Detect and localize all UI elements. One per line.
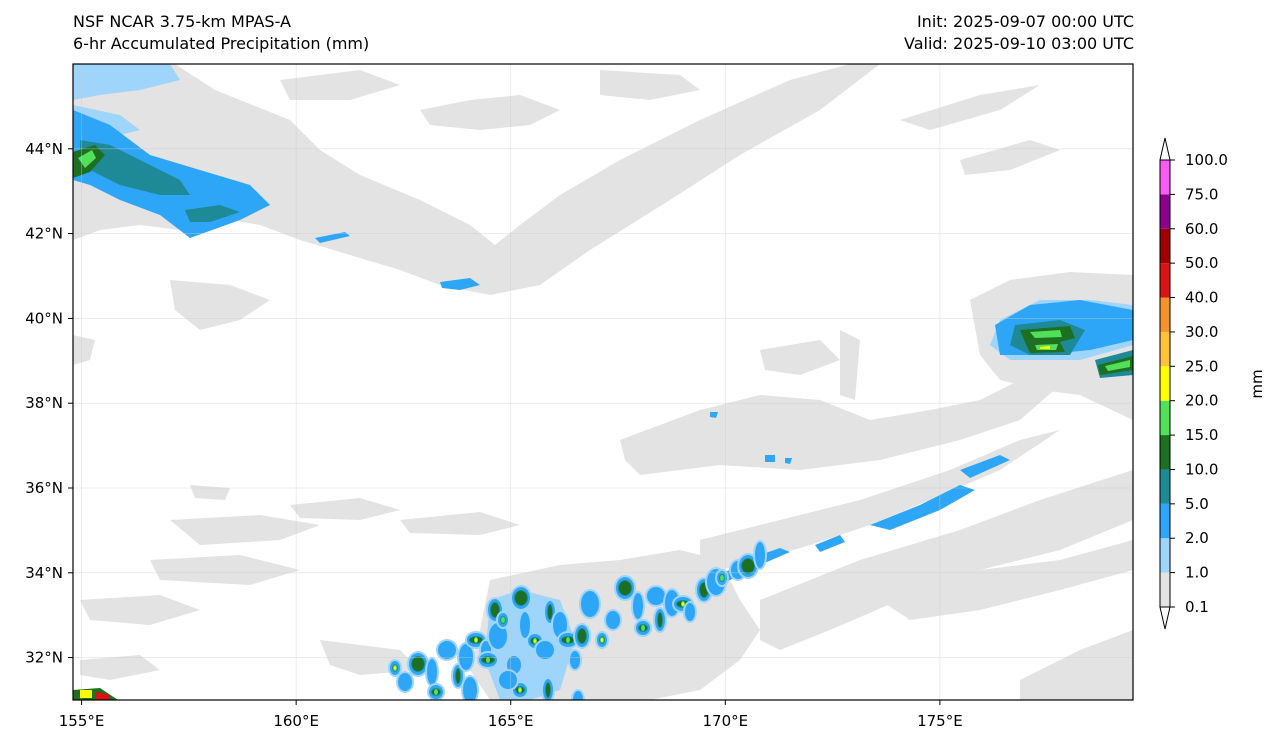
lon-tick-label: 165°E [488, 712, 534, 730]
cell-core [546, 683, 550, 697]
colorbar-segment [1160, 194, 1170, 229]
cell-core [491, 603, 499, 617]
cell-peak [501, 617, 505, 623]
colorbar-unit-label: mm [1248, 369, 1266, 398]
colorbar-segment [1160, 366, 1170, 401]
cell-peak [566, 637, 570, 643]
cell-core [548, 605, 552, 619]
cell-ring [581, 591, 599, 617]
map-frame [72, 63, 1134, 701]
colorbar-tick-label: 0.1 [1185, 598, 1209, 616]
colorbar-tick-label: 40.0 [1185, 289, 1218, 307]
colorbar-tick-label: 75.0 [1185, 185, 1218, 203]
colorbar-tick-label: 50.0 [1185, 254, 1218, 272]
cell-peak [393, 666, 397, 670]
colorbar-segment [1160, 469, 1170, 504]
cell-peak [486, 657, 490, 663]
cell-core [619, 581, 631, 595]
lat-tick-label: 44°N [25, 140, 63, 158]
precip-field [73, 64, 1133, 700]
cell-peak [474, 638, 478, 642]
colorbar-segment [1160, 400, 1170, 436]
lon-tick-label: 175°E [917, 712, 963, 730]
cell-ring [463, 677, 477, 700]
colorbar-tick-label: 15.0 [1185, 426, 1218, 444]
precip-20mm-areas [80, 346, 1050, 698]
cell-core [742, 559, 754, 573]
colorbar-frame [1159, 159, 1171, 608]
colorbar-segment [1160, 331, 1170, 367]
lat-tick-label: 32°N [25, 649, 63, 667]
lon-tick-label: 155°E [59, 712, 105, 730]
cell-ring [573, 691, 583, 700]
cell-peak [641, 625, 645, 631]
cell-peak [681, 602, 685, 606]
cell-peak [434, 689, 438, 695]
precip-40mm-areas [95, 692, 110, 700]
colorbar-segment [1160, 503, 1170, 539]
model-title: NSF NCAR 3.75-km MPAS-A [73, 12, 291, 31]
valid-time: Valid: 2025-09-10 03:00 UTC [903, 34, 1134, 53]
cell-peak [720, 575, 724, 581]
cell-peak [518, 688, 522, 692]
convective-cells [388, 540, 767, 700]
lat-tick-label: 36°N [25, 479, 63, 497]
lon-axis: 155°E 160°E 165°E 170°E 175°E [59, 700, 963, 730]
lat-tick-label: 34°N [25, 564, 63, 582]
cell-core [456, 669, 460, 683]
cell-ring [536, 641, 554, 659]
lat-tick-label: 40°N [25, 309, 63, 327]
lat-tick-label: 38°N [25, 394, 63, 412]
cell-ring [633, 593, 643, 619]
cell-ring [685, 603, 695, 621]
colorbar-tick-label: 2.0 [1185, 529, 1209, 547]
colorbar-segment [1160, 263, 1170, 298]
colorbar-under-arrow [1159, 606, 1171, 630]
lat-axis: 32°N 34°N 36°N 38°N 40°N 42°N 44°N [25, 140, 73, 667]
map-gridlines [73, 64, 1133, 700]
colorbar-segment [1160, 572, 1170, 607]
colorbar-tick-label: 100.0 [1185, 151, 1228, 169]
colorbar-segment [1160, 297, 1170, 332]
cell-core [412, 657, 424, 671]
colorbar-tick-label: 5.0 [1185, 495, 1209, 513]
lat-tick-label: 42°N [25, 225, 63, 243]
cell-peak [533, 639, 537, 643]
cell-peak [600, 638, 604, 642]
chart-title-left: NSF NCAR 3.75-km MPAS-A 6-hr Accumulated… [73, 11, 369, 55]
colorbar-tick-label: 25.0 [1185, 357, 1218, 375]
field-title: 6-hr Accumulated Precipitation (mm) [73, 34, 370, 53]
cell-core [515, 591, 527, 605]
colorbar: 0.1 1.0 2.0 5.0 10.0 15.0 20.0 25.0 30.0 40.0 50.0… [1159, 137, 1228, 630]
colorbar-tick-label: 10.0 [1185, 460, 1218, 478]
lon-tick-label: 160°E [273, 712, 319, 730]
cell-ring [553, 612, 567, 638]
chart-title-right: Init: 2025-09-07 00:00 UTC Valid: 2025-0… [904, 11, 1134, 55]
cell-ring [755, 542, 765, 568]
cell-ring [570, 651, 580, 669]
cell-ring [606, 611, 620, 629]
colorbar-segment [1160, 160, 1170, 195]
colorbar-tick-label: 60.0 [1185, 220, 1218, 238]
cell-ring [499, 671, 517, 689]
cell-ring [489, 623, 507, 649]
colorbar-segment [1160, 228, 1170, 264]
cell-core [578, 629, 586, 643]
colorbar-segment [1160, 435, 1170, 470]
cell-ring [427, 659, 437, 685]
cell-ring [398, 673, 412, 691]
colorbar-tick-label: 30.0 [1185, 323, 1218, 341]
colorbar-segment [1160, 538, 1170, 573]
colorbar-tick-label: 20.0 [1185, 392, 1218, 410]
cell-ring [520, 612, 530, 638]
cell-core [658, 613, 662, 627]
cell-ring [438, 641, 456, 659]
init-time: Init: 2025-09-07 00:00 UTC [916, 12, 1134, 31]
cell-ring [459, 644, 473, 670]
colorbar-over-arrow [1159, 137, 1171, 161]
cell-ring [647, 587, 665, 605]
colorbar-tick-label: 1.0 [1185, 564, 1209, 582]
lon-tick-label: 170°E [703, 712, 749, 730]
